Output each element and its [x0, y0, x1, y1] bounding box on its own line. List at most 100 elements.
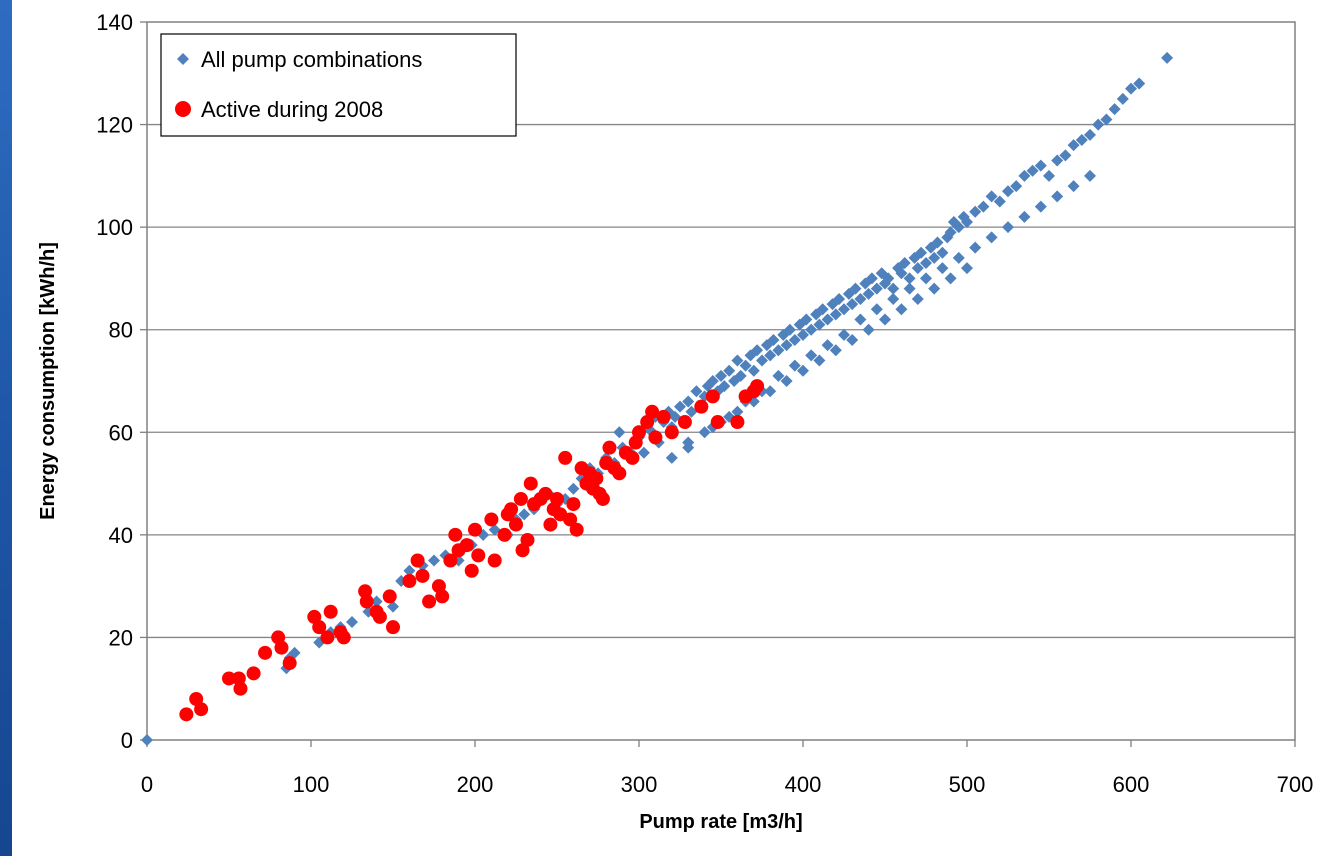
point-active-during-2008 [194, 702, 209, 717]
point-active-during-2008 [258, 645, 273, 660]
point-all-pump-combinations [1034, 159, 1047, 172]
y-tick-label: 20 [109, 625, 133, 650]
point-all-pump-combinations [898, 257, 911, 270]
point-all-pump-combinations [613, 426, 626, 439]
point-all-pump-combinations [637, 446, 650, 459]
point-all-pump-combinations [887, 282, 900, 295]
x-tick-label: 700 [1277, 772, 1314, 797]
point-all-pump-combinations [780, 375, 793, 387]
point-all-pump-combinations [731, 354, 744, 367]
y-axis-title: Energy consumption [kWh/h] [37, 242, 59, 520]
legend-label-all-pump-combinations: All pump combinations [201, 47, 422, 72]
point-all-pump-combinations [674, 400, 686, 413]
point-all-pump-combinations [428, 554, 440, 567]
point-active-during-2008 [523, 476, 538, 491]
point-all-pump-combinations [141, 734, 153, 746]
point-all-pump-combinations [1075, 133, 1088, 146]
point-active-during-2008 [645, 404, 660, 419]
point-all-pump-combinations [936, 246, 949, 259]
point-all-pump-combinations [739, 359, 752, 372]
point-all-pump-combinations [747, 364, 760, 377]
point-active-during-2008 [415, 568, 430, 583]
y-tick-label: 100 [96, 215, 133, 240]
point-active-during-2008 [382, 589, 397, 604]
point-active-during-2008 [612, 466, 627, 481]
point-all-pump-combinations [756, 354, 768, 367]
point-active-during-2008 [566, 497, 581, 512]
point-active-during-2008 [336, 630, 351, 645]
x-axis-title: Pump rate [m3/h] [639, 811, 802, 833]
point-active-during-2008 [231, 671, 246, 686]
point-all-pump-combinations [961, 216, 973, 229]
point-all-pump-combinations [895, 303, 908, 316]
point-all-pump-combinations [772, 344, 785, 357]
point-all-pump-combinations [772, 369, 785, 382]
point-all-pump-combinations [849, 282, 862, 295]
point-all-pump-combinations [1018, 169, 1031, 182]
plot-area [146, 21, 1296, 741]
point-all-pump-combinations [969, 205, 982, 218]
point-active-during-2008 [520, 532, 535, 547]
point-all-pump-combinations [903, 282, 916, 295]
point-all-pump-combinations [734, 369, 747, 382]
point-all-pump-combinations [1108, 103, 1121, 116]
point-all-pump-combinations [813, 318, 826, 331]
point-all-pump-combinations [903, 272, 916, 285]
point-all-pump-combinations [985, 231, 998, 244]
point-all-pump-combinations [403, 564, 416, 577]
axis-ticks: 0 20 40 60 80 100 120 140 0 100 200 300 400 500 600 700 [96, 10, 1313, 797]
y-tick-label: 120 [96, 113, 133, 138]
point-all-pump-combinations [1067, 139, 1080, 152]
point-all-pump-combinations [370, 595, 383, 608]
point-all-pump-combinations [961, 262, 973, 275]
point-active-during-2008 [625, 450, 640, 465]
point-active-during-2008 [558, 450, 573, 465]
point-all-pump-combinations [682, 436, 695, 449]
point-active-during-2008 [312, 620, 327, 635]
point-active-during-2008 [246, 666, 261, 681]
point-all-pump-combinations [723, 364, 736, 377]
y-tick-label: 60 [109, 420, 133, 445]
point-all-pump-combinations [862, 287, 875, 300]
legend-label-active-during-2008: Active during 2008 [201, 97, 383, 122]
legend: All pump combinations Active during 2008 [160, 33, 517, 137]
point-active-during-2008 [448, 527, 463, 542]
point-all-pump-combinations [854, 292, 867, 305]
y-tick-label: 80 [109, 318, 133, 343]
point-all-pump-combinations [936, 262, 949, 275]
point-all-pump-combinations [1161, 51, 1174, 64]
point-all-pump-combinations [969, 241, 982, 254]
point-all-pump-combinations [928, 251, 941, 264]
point-active-during-2008 [282, 656, 297, 671]
point-all-pump-combinations [698, 426, 711, 439]
point-active-during-2008 [509, 517, 523, 532]
point-all-pump-combinations [952, 251, 965, 264]
point-all-pump-combinations [797, 328, 809, 341]
point-all-pump-combinations [706, 375, 719, 387]
point-all-pump-combinations [1084, 128, 1096, 141]
point-active-during-2008 [664, 425, 679, 440]
point-active-during-2008 [274, 640, 289, 655]
point-all-pump-combinations [682, 395, 695, 408]
point-all-pump-combinations [764, 385, 777, 398]
point-all-pump-combinations [731, 405, 744, 418]
point-all-pump-combinations [805, 323, 818, 336]
point-all-pump-combinations [1002, 185, 1014, 198]
point-active-during-2008 [602, 440, 617, 455]
point-all-pump-combinations [1002, 221, 1014, 234]
point-all-pump-combinations [920, 257, 932, 270]
point-all-pump-combinations [821, 339, 834, 352]
point-active-during-2008 [435, 589, 450, 604]
point-active-during-2008 [222, 671, 236, 686]
point-all-pump-combinations [895, 267, 908, 280]
point-active-during-2008 [694, 399, 709, 414]
point-all-pump-combinations [813, 354, 826, 367]
point-all-pump-combinations [944, 272, 957, 285]
y-tick-label: 0 [121, 728, 133, 753]
point-all-pump-combinations [715, 369, 727, 382]
point-all-pump-combinations [816, 303, 829, 316]
point-active-during-2008 [422, 594, 437, 609]
point-active-during-2008 [386, 620, 400, 635]
point-all-pump-combinations [870, 282, 883, 295]
point-active-during-2008 [543, 517, 558, 532]
